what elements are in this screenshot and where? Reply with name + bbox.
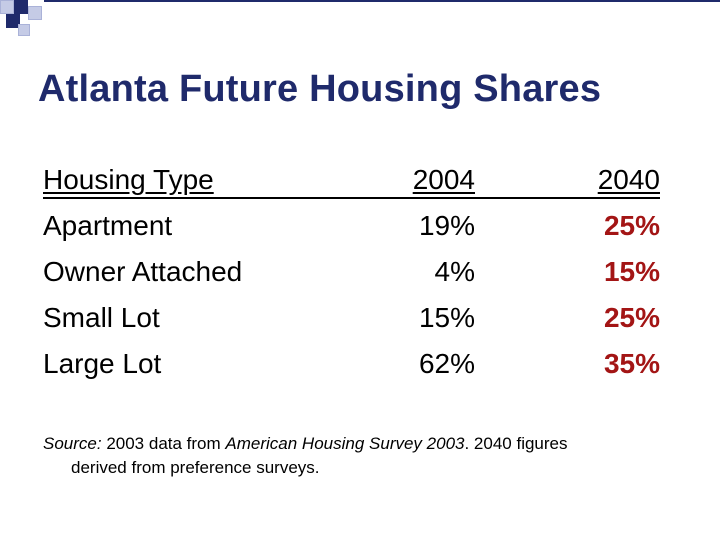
source-text-1: 2003 data from: [101, 434, 226, 453]
row-housing-type: Owner Attached: [43, 256, 243, 287]
source-label: Source:: [43, 434, 102, 453]
row-housing-type: Apartment: [43, 210, 173, 241]
row-value-2040: 25%: [603, 302, 660, 333]
table-header-row: Housing Type 2004 2040: [0, 157, 720, 203]
source-note: Source: 2003 data from American Housing …: [43, 432, 683, 480]
table-row: Apartment 19% 25%: [0, 203, 720, 249]
row-value-2004: 62%: [418, 348, 475, 379]
row-value-2040: 35%: [603, 348, 660, 379]
table-row: Owner Attached 4% 15%: [0, 249, 720, 295]
header-2040: 2040: [597, 164, 660, 195]
header-underline: [43, 197, 660, 199]
source-text-line-2: derived from preference surveys.: [71, 458, 320, 477]
corner-square-decoration: [0, 0, 14, 14]
table-row: Large Lot 62% 35%: [0, 341, 720, 387]
row-value-2004: 4%: [434, 256, 475, 287]
source-survey-title: American Housing Survey 2003: [225, 434, 465, 453]
row-value-2004: 15%: [418, 302, 475, 333]
table-row: Small Lot 15% 25%: [0, 295, 720, 341]
top-rule: [44, 0, 720, 2]
row-value-2040: 25%: [603, 210, 660, 241]
corner-square-decoration: [6, 14, 20, 28]
source-text-2: . 2040 figures: [464, 434, 568, 453]
corner-square-decoration: [14, 0, 28, 14]
header-housing-type: Housing Type: [43, 164, 214, 195]
row-housing-type: Small Lot: [43, 302, 160, 333]
corner-square-decoration: [18, 24, 30, 36]
row-value-2040: 15%: [603, 256, 660, 287]
row-value-2004: 19%: [418, 210, 475, 241]
corner-square-decoration: [28, 6, 42, 20]
row-housing-type: Large Lot: [43, 348, 162, 379]
header-2004: 2004: [412, 164, 475, 195]
slide-title: Atlanta Future Housing Shares: [38, 68, 602, 110]
